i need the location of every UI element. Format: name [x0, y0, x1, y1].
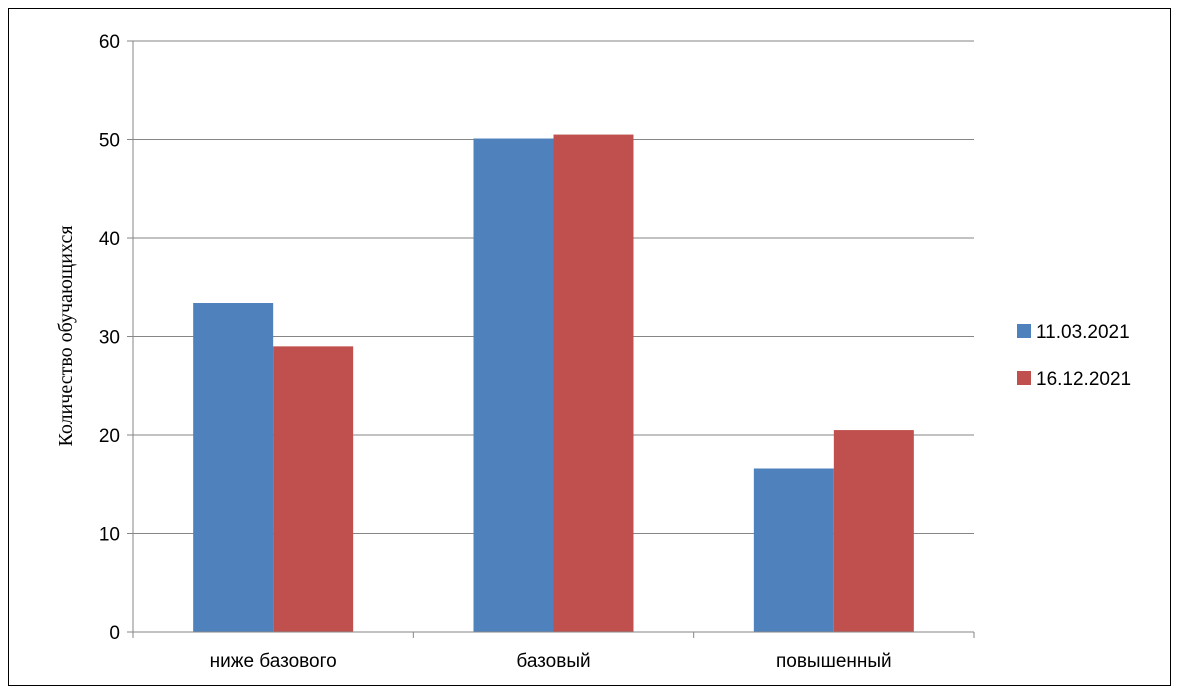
x-tick-label: базовый — [516, 651, 590, 672]
y-tick-label: 0 — [109, 623, 120, 644]
bar-2-1[interactable] — [273, 346, 354, 632]
y-axis-label: Количество обучающихся — [55, 225, 77, 446]
y-tick-label: 60 — [99, 32, 120, 53]
bar-1-3[interactable] — [753, 468, 834, 632]
bar-1-1[interactable] — [193, 303, 274, 632]
y-tick-label: 10 — [99, 525, 120, 546]
bar-2-3[interactable] — [833, 430, 914, 632]
bar-1-2[interactable] — [473, 138, 554, 632]
legend-swatch — [1017, 371, 1031, 385]
x-tick-label: повышенный — [776, 651, 892, 672]
legend-label: 16.12.2021 — [1036, 369, 1131, 390]
y-tick-label: 50 — [99, 131, 120, 152]
y-tick-label: 20 — [99, 426, 120, 447]
y-tick-label: 40 — [99, 229, 120, 250]
axes: 0 10 20 30 40 50 60 ниже базового базовый повышен… — [99, 32, 975, 672]
legend-label: 11.03.2021 — [1036, 322, 1130, 343]
y-tick-label: 30 — [99, 328, 120, 349]
bars — [193, 134, 914, 632]
legend-swatch — [1017, 324, 1031, 338]
legend[interactable]: 11.03.2021 16.12.2021 — [1017, 322, 1131, 390]
bar-2-2[interactable] — [553, 134, 634, 632]
x-tick-label: ниже базового — [210, 651, 337, 672]
